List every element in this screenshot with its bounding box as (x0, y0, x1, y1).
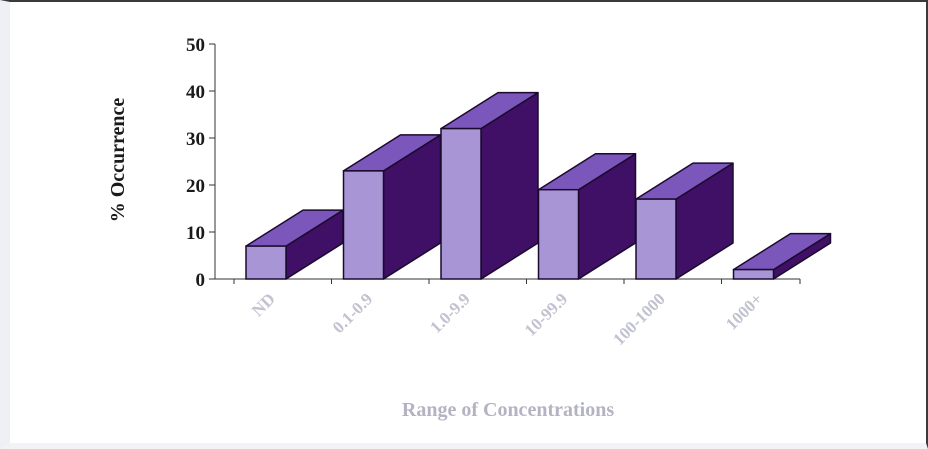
bar-front-face (635, 198, 677, 280)
x-tick-label: 100-1000 (609, 289, 669, 349)
x-tick-label: 0.1-0.9 (329, 289, 376, 336)
y-tick-label: 0 (196, 270, 206, 291)
bar-front-face (342, 170, 385, 280)
bar-front-face (245, 245, 287, 280)
bar-0.1-0.9 (342, 134, 442, 280)
x-tick-label: 1.0-9.9 (426, 289, 473, 336)
x-tick-labels: ND 0.1-0.9 1.0-9.9 10-99.9 100-1000 1000+ (248, 289, 766, 349)
y-tick-label: 30 (186, 129, 205, 150)
bar-front-face (440, 127, 482, 280)
bar-1.0-9.9 (440, 91, 539, 280)
bar-10-99.9 (537, 152, 637, 280)
y-tick-label: 10 (186, 223, 205, 244)
x-tick-label: 10-99.9 (521, 289, 572, 340)
y-tick-labels: 0 10 20 30 40 50 (186, 35, 205, 291)
axes (209, 43, 801, 284)
bars (245, 91, 832, 280)
bar-front-face (732, 268, 775, 280)
y-tick-label: 20 (186, 176, 205, 197)
bar-front-face (537, 188, 580, 280)
y-tick-label: 40 (186, 82, 205, 103)
y-axis-label: % Occurrence (107, 98, 129, 223)
bar-ND (245, 209, 344, 280)
bar-1000+ (732, 232, 832, 280)
y-tick-label: 50 (186, 35, 205, 56)
x-tick-label: ND (248, 289, 279, 320)
x-tick-label: 1000+ (722, 289, 766, 333)
x-axis-label: Range of Concentrations (402, 399, 614, 421)
bar-100-1000 (635, 162, 734, 280)
